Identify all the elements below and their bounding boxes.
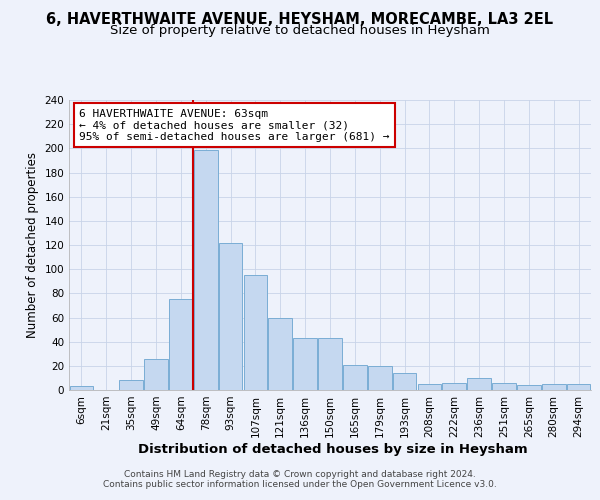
Bar xyxy=(393,373,416,390)
Text: Size of property relative to detached houses in Heysham: Size of property relative to detached ho… xyxy=(110,24,490,37)
Bar xyxy=(442,383,466,390)
Bar xyxy=(119,380,143,390)
Bar xyxy=(70,386,93,390)
Bar xyxy=(293,338,317,390)
Text: Contains HM Land Registry data © Crown copyright and database right 2024.
Contai: Contains HM Land Registry data © Crown c… xyxy=(103,470,497,489)
Bar xyxy=(418,384,441,390)
Bar xyxy=(318,338,342,390)
Bar xyxy=(343,364,367,390)
Bar xyxy=(517,385,541,390)
Text: Distribution of detached houses by size in Heysham: Distribution of detached houses by size … xyxy=(138,442,528,456)
Text: 6 HAVERTHWAITE AVENUE: 63sqm
← 4% of detached houses are smaller (32)
95% of sem: 6 HAVERTHWAITE AVENUE: 63sqm ← 4% of det… xyxy=(79,108,390,142)
Bar xyxy=(169,300,193,390)
Bar xyxy=(244,275,267,390)
Text: 6, HAVERTHWAITE AVENUE, HEYSHAM, MORECAMBE, LA3 2EL: 6, HAVERTHWAITE AVENUE, HEYSHAM, MORECAM… xyxy=(46,12,554,28)
Bar xyxy=(467,378,491,390)
Bar xyxy=(219,242,242,390)
Bar xyxy=(268,318,292,390)
Bar xyxy=(567,384,590,390)
Bar xyxy=(194,150,218,390)
Y-axis label: Number of detached properties: Number of detached properties xyxy=(26,152,39,338)
Bar xyxy=(542,384,566,390)
Bar xyxy=(144,358,168,390)
Bar xyxy=(368,366,392,390)
Bar xyxy=(492,383,516,390)
